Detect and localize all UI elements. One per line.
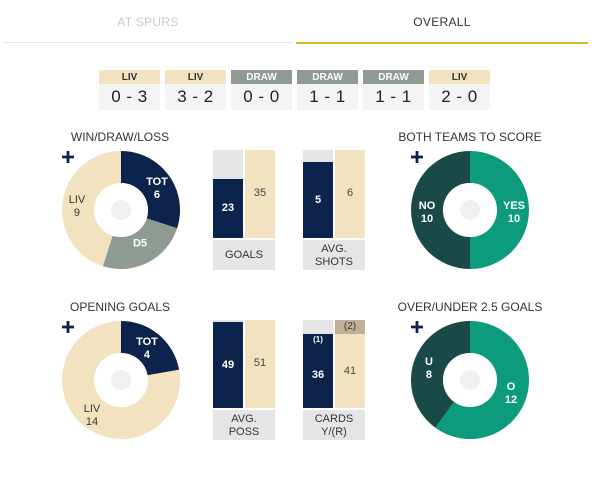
donut-label-under: U 8: [425, 356, 433, 381]
donut-label-yes: YES 10: [502, 200, 526, 225]
bar-right-value: 51: [245, 320, 275, 408]
donut-center-badge: [111, 370, 131, 390]
donut-segment: [470, 151, 529, 269]
bar-background: [213, 320, 243, 322]
win-draw-loss-title: WIN/DRAW/LOSS: [70, 130, 170, 144]
opening-goals-donut: TOT 4 LIV 14: [61, 320, 181, 440]
result-label: DRAW: [231, 70, 292, 84]
result-score: 0 - 0: [231, 84, 292, 110]
bar-background: [303, 320, 333, 334]
btts-donut: YES 10 NO 10: [410, 150, 530, 270]
result-score: 0 - 3: [99, 84, 160, 110]
donut-segment: [102, 218, 178, 269]
bar-right-value: 35: [245, 150, 275, 238]
donut-segment: [435, 321, 529, 439]
tab-bar: AT SPURS OVERALL: [0, 0, 595, 44]
donut-label-liv: LIV 14: [83, 403, 101, 428]
donut-segment: [411, 321, 470, 428]
bar-caption: AVG. POSS: [213, 410, 275, 440]
result-score: 2 - 0: [429, 84, 490, 110]
bar-background: [213, 150, 243, 179]
donut-segment: [121, 321, 180, 376]
donut-svg: [411, 151, 529, 269]
over-under-title: OVER/UNDER 2.5 GOALS: [397, 300, 543, 314]
bar-left-value: 5: [303, 162, 333, 238]
donut-label-over: O 12: [504, 381, 518, 406]
over-under-donut: O 12 U 8: [410, 320, 530, 440]
donut-center-badge: [460, 370, 480, 390]
opening-goals-title: OPENING GOALS: [69, 300, 171, 314]
donut-center-badge: [111, 200, 131, 220]
result-label: DRAW: [297, 70, 358, 84]
result-label: LIV: [99, 70, 160, 84]
result-card: LIV 3 - 2: [165, 70, 226, 110]
result-card: DRAW 1 - 1: [297, 70, 358, 110]
bar-left-value: 23: [213, 179, 243, 238]
donut-segment: [62, 151, 121, 267]
bar-right-value: 41: [335, 334, 365, 408]
btts-title: BOTH TEAMS TO SCORE: [398, 130, 542, 144]
donut-label-liv: LIV 9: [68, 194, 86, 219]
result-score: 1 - 1: [297, 84, 358, 110]
result-card: DRAW 1 - 1: [363, 70, 424, 110]
donut-segment: [62, 321, 180, 439]
bar-caption: AVG. SHOTS: [303, 240, 365, 270]
plus-icon: [62, 151, 74, 163]
plus-icon: [62, 321, 74, 333]
result-label: DRAW: [363, 70, 424, 84]
tab-overall[interactable]: OVERALL: [296, 0, 588, 44]
cards-bar: (1) 36 (2) 41 CARDS Y/(R): [303, 320, 365, 440]
donut-label-no: NO 10: [418, 200, 436, 225]
plus-icon: [411, 321, 423, 333]
bar-caption: GOALS: [213, 240, 275, 270]
donut-label-draw: D5: [132, 237, 148, 250]
donut-label-tot: TOT 6: [146, 176, 168, 201]
bar-left-value: 36: [303, 346, 333, 408]
avg-shots-bar: 5 6 AVG. SHOTS: [303, 150, 365, 270]
tab-at-spurs[interactable]: AT SPURS: [2, 0, 294, 43]
donut-label-tot: TOT 4: [136, 336, 158, 361]
donut-svg: [411, 321, 529, 439]
avg-poss-bar: 49 51 AVG. POSS: [213, 320, 275, 440]
result-label: LIV: [165, 70, 226, 84]
result-card: LIV 0 - 3: [99, 70, 160, 110]
bar-caption: CARDS Y/(R): [303, 410, 365, 440]
result-card: LIV 2 - 0: [429, 70, 490, 110]
result-card: DRAW 0 - 0: [231, 70, 292, 110]
win-draw-loss-donut: TOT 6 D5 LIV 9: [61, 150, 181, 270]
donut-segment: [121, 151, 180, 229]
donut-segment: [411, 151, 470, 269]
plus-icon: [411, 151, 423, 163]
donut-svg: [62, 321, 180, 439]
bar-right-red-value: (2): [335, 320, 365, 334]
goals-bar: 23 35 GOALS: [213, 150, 275, 270]
bar-background: [303, 150, 333, 162]
donut-svg: [62, 151, 180, 269]
donut-center-badge: [460, 200, 480, 220]
result-score: 3 - 2: [165, 84, 226, 110]
result-label: LIV: [429, 70, 490, 84]
result-score: 1 - 1: [363, 84, 424, 110]
bar-right-value: 6: [335, 150, 365, 238]
bar-left-value: 49: [213, 322, 243, 408]
bar-left-red-value: (1): [303, 334, 333, 346]
